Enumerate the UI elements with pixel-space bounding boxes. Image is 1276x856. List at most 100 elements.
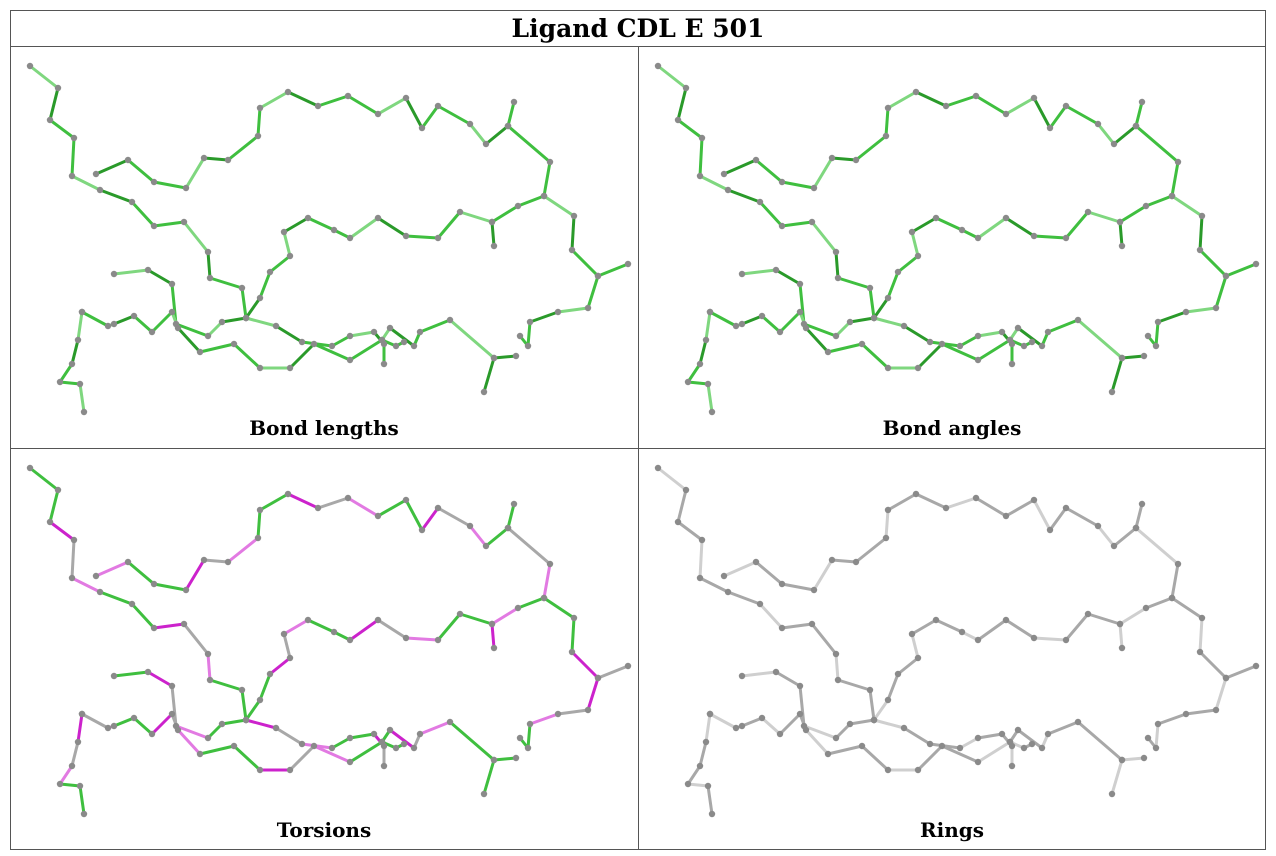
atom <box>708 810 716 818</box>
bond <box>258 672 272 702</box>
atom <box>810 184 818 192</box>
atom <box>54 84 62 92</box>
bond <box>976 338 1012 362</box>
atom <box>238 284 246 292</box>
bond <box>58 362 74 384</box>
bond <box>586 274 600 310</box>
atom <box>732 322 740 330</box>
bond <box>944 94 978 108</box>
bond <box>282 230 292 258</box>
bond <box>258 270 272 300</box>
bond <box>48 118 76 140</box>
atom <box>446 316 454 324</box>
atom <box>56 378 64 386</box>
atom <box>524 342 532 350</box>
bond <box>126 158 156 184</box>
atom <box>68 360 76 368</box>
bond <box>1184 708 1218 716</box>
bond <box>1154 320 1160 348</box>
bond <box>910 230 920 258</box>
atom <box>56 780 64 788</box>
atom <box>1118 756 1126 764</box>
atom <box>78 308 86 316</box>
bond <box>1214 676 1228 712</box>
bond <box>226 134 260 162</box>
bond <box>570 248 600 278</box>
atom <box>402 634 410 642</box>
ligand-validation-figure: Ligand CDL E 501 Bond lengths Bond angle… <box>10 10 1266 850</box>
bond <box>1198 616 1204 654</box>
atom <box>738 672 746 680</box>
atom <box>418 526 426 534</box>
bond <box>286 492 320 510</box>
bond <box>1170 562 1180 600</box>
atom <box>1028 740 1036 748</box>
bond <box>58 764 74 786</box>
atom <box>866 284 874 292</box>
atom <box>1118 354 1126 362</box>
atom <box>738 320 746 328</box>
atom <box>1062 636 1070 644</box>
bond <box>834 250 840 280</box>
atom <box>456 610 464 618</box>
atom <box>884 506 892 514</box>
bond <box>902 726 932 746</box>
bond <box>698 338 708 366</box>
atom <box>168 710 176 718</box>
atom <box>346 758 354 766</box>
bond <box>1046 318 1080 334</box>
atom <box>1030 232 1038 240</box>
atom <box>1116 620 1124 628</box>
atom <box>778 580 786 588</box>
atom <box>846 720 854 728</box>
bond <box>916 744 944 772</box>
atom <box>512 754 520 762</box>
bond <box>698 538 704 580</box>
atom <box>884 294 892 302</box>
bond <box>1076 318 1124 360</box>
atom <box>286 252 294 260</box>
atom <box>92 572 100 580</box>
bond <box>698 174 730 192</box>
bond <box>910 632 920 660</box>
atom <box>1030 94 1038 102</box>
atom <box>796 280 804 288</box>
atom <box>974 734 982 742</box>
atom <box>1252 260 1260 268</box>
atom <box>884 104 892 112</box>
bond <box>240 286 248 320</box>
bond <box>860 342 890 370</box>
molecule-view-rings <box>654 464 1260 818</box>
atom <box>346 234 354 242</box>
atom <box>298 338 306 346</box>
atom <box>1138 500 1146 508</box>
atom <box>204 332 212 340</box>
atom <box>974 356 982 364</box>
atom <box>304 214 312 222</box>
atom <box>682 486 690 494</box>
atom <box>272 322 280 330</box>
atom <box>488 218 496 226</box>
atom <box>698 134 706 142</box>
atom <box>80 408 88 416</box>
bond <box>1096 122 1116 146</box>
bond <box>976 330 1004 338</box>
atom <box>526 318 534 326</box>
atom <box>696 360 704 368</box>
bond <box>740 268 778 276</box>
bond <box>112 716 136 728</box>
bond <box>872 296 890 320</box>
bond <box>150 712 174 736</box>
bond <box>256 106 262 138</box>
bond <box>1154 722 1160 750</box>
atom <box>416 730 424 738</box>
atom <box>400 740 408 748</box>
bond <box>836 276 872 290</box>
bond <box>778 712 802 736</box>
bond <box>740 314 764 326</box>
atom <box>1030 634 1038 642</box>
atom <box>926 338 934 346</box>
atom <box>402 94 410 102</box>
bond <box>1120 354 1146 360</box>
bond <box>596 664 630 680</box>
